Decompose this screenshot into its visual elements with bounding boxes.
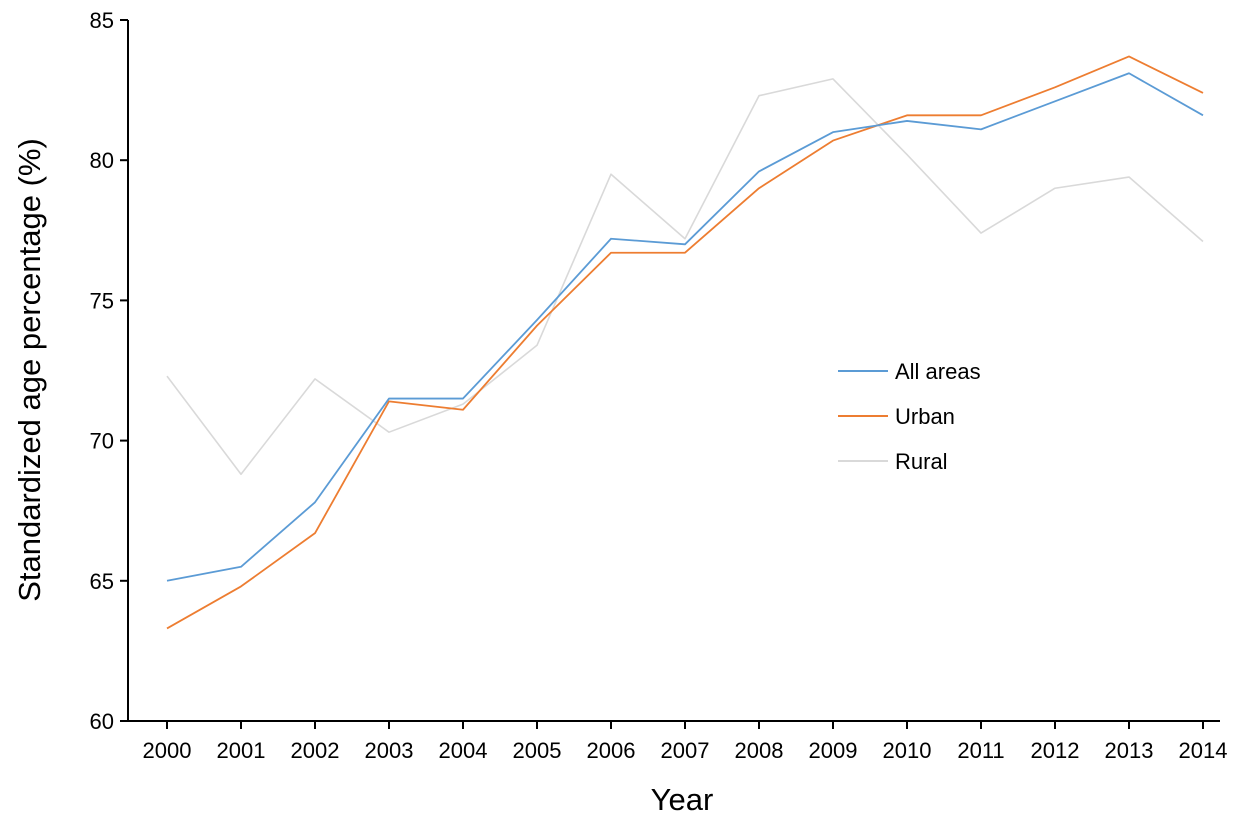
series-line-urban (166, 55, 1204, 630)
series-line-rural (166, 78, 1204, 476)
y-tick-label: 75 (90, 288, 114, 313)
y-tick-label: 80 (90, 148, 114, 173)
x-tick-label: 2002 (291, 738, 340, 763)
x-tick-label: 2004 (439, 738, 488, 763)
axes (127, 20, 1220, 722)
series-line-all-areas (166, 72, 1204, 582)
legend-label: Urban (895, 404, 955, 429)
y-tick-label: 65 (90, 569, 114, 594)
x-tick-label: 2011 (957, 738, 1004, 763)
x-tick-label: 2001 (217, 738, 266, 763)
x-tick-label: 2000 (143, 738, 192, 763)
x-tick-label: 2009 (809, 738, 858, 763)
x-tick-label: 2008 (735, 738, 784, 763)
legend-label: Rural (895, 449, 948, 474)
x-tick-label: 2003 (365, 738, 414, 763)
x-tick-label: 2012 (1031, 738, 1080, 763)
x-tick-label: 2010 (883, 738, 932, 763)
series-lines (166, 55, 1204, 630)
legend: All areas Urban Rural (838, 359, 981, 474)
x-tick-label: 2006 (587, 738, 636, 763)
y-tick-label: 60 (90, 709, 114, 734)
y-axis-ticks: 60 65 70 75 80 85 (90, 8, 128, 734)
x-tick-label: 2005 (513, 738, 562, 763)
y-tick-label: 85 (90, 8, 114, 33)
y-axis-label: Standardized age percentage (%) (12, 138, 47, 602)
x-tick-label: 2013 (1105, 738, 1154, 763)
y-tick-label: 70 (90, 429, 114, 454)
x-axis-label: Year (651, 782, 714, 817)
legend-label: All areas (895, 359, 981, 384)
x-tick-label: 2014 (1179, 738, 1228, 763)
x-axis-ticks: 2000 2001 2002 2003 2004 2005 2006 2007 2008 2009… (143, 721, 1228, 763)
x-tick-label: 2007 (661, 738, 710, 763)
